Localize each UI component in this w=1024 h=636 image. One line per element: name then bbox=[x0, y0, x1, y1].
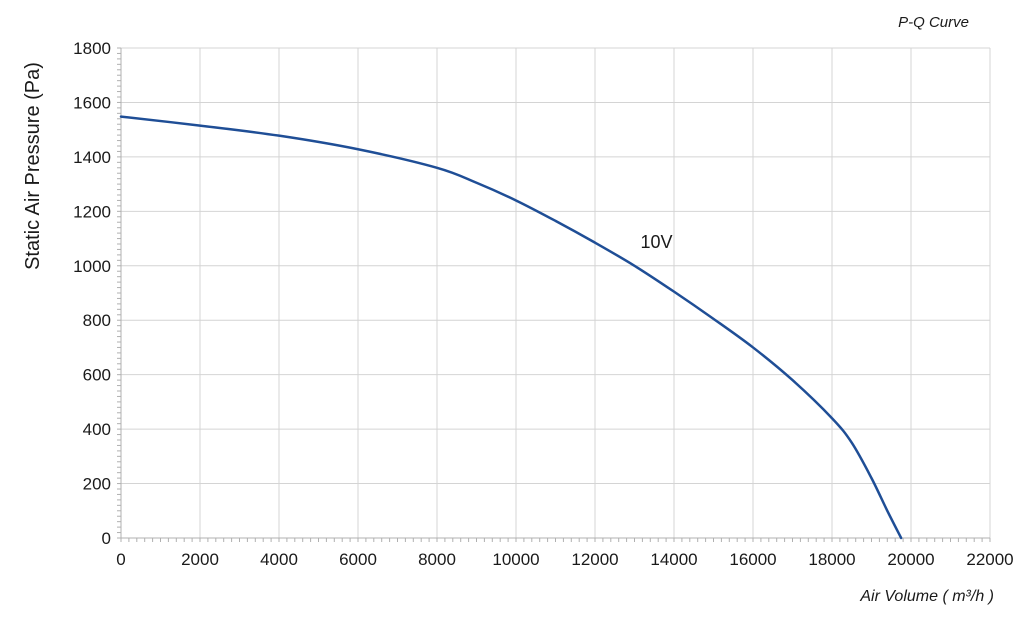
y-tick-label: 0 bbox=[102, 529, 111, 548]
x-tick-label: 22000 bbox=[966, 550, 1013, 569]
curve-label: 10V bbox=[641, 232, 673, 252]
y-tick-label: 1200 bbox=[73, 202, 111, 221]
x-tick-label: 16000 bbox=[729, 550, 776, 569]
x-tick-label: 6000 bbox=[339, 550, 377, 569]
tick-labels: 0 2000 4000 6000 8000 10000 12000 14000 16000 180… bbox=[73, 39, 1013, 569]
x-tick-label: 2000 bbox=[181, 550, 219, 569]
y-tick-label: 1000 bbox=[73, 257, 111, 276]
x-tick-label: 12000 bbox=[571, 550, 618, 569]
x-tick-label: 4000 bbox=[260, 550, 298, 569]
y-tick-label: 400 bbox=[83, 420, 111, 439]
x-tick-label: 0 bbox=[116, 550, 125, 569]
x-tick-label: 20000 bbox=[887, 550, 934, 569]
x-axis-label: Air Volume ( m³/h ) bbox=[859, 588, 994, 605]
x-tick-label: 8000 bbox=[418, 550, 456, 569]
y-tick-label: 1600 bbox=[73, 93, 111, 112]
x-tick-label: 14000 bbox=[650, 550, 697, 569]
x-tick-label: 10000 bbox=[492, 550, 539, 569]
grid bbox=[121, 47, 991, 538]
series-line-10v bbox=[119, 115, 903, 540]
y-axis-label: Static Air Pressure (Pa) bbox=[22, 62, 44, 270]
y-tick-label: 600 bbox=[83, 366, 111, 385]
axes bbox=[117, 47, 991, 542]
y-tick-label: 1800 bbox=[73, 39, 111, 58]
series-layer bbox=[119, 115, 903, 540]
y-tick-label: 800 bbox=[83, 311, 111, 330]
chart-title: P-Q Curve bbox=[898, 14, 969, 31]
y-tick-label: 1400 bbox=[73, 148, 111, 167]
x-tick-label: 18000 bbox=[808, 550, 855, 569]
annotations: 10V bbox=[641, 232, 673, 252]
y-tick-label: 200 bbox=[83, 475, 111, 494]
